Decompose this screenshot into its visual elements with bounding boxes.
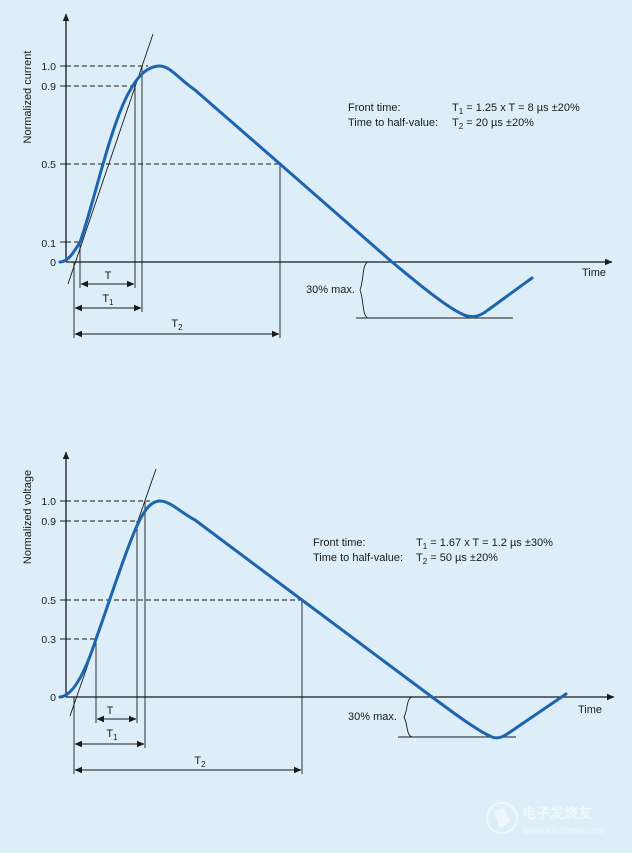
current-front-time-label: Front time: [348, 102, 401, 114]
current-span-T1-label: T1 [102, 293, 114, 307]
current-y-axis-label: Normalized current [22, 51, 34, 144]
current-front-time-value: T1 = 1.25 x T = 8 µs ±20% [452, 102, 580, 116]
watermark: 电子发烧友 www.elecfans.com [486, 802, 605, 837]
voltage-span-T2-label: T2 [194, 755, 206, 769]
voltage-half-time-label: Time to half-value: [313, 552, 403, 564]
voltage-chart: Normalized voltage Time 1.0 0.9 0.5 0.3 … [22, 451, 615, 774]
current-tick-label: 0.1 [41, 238, 56, 250]
voltage-front-time-value: T1 = 1.67 x T = 1.2 µs ±30% [416, 537, 553, 551]
voltage-front-time-label: Front time: [313, 537, 366, 549]
voltage-tick-label: 0.5 [41, 595, 56, 607]
voltage-y-axis-label: Normalized voltage [22, 470, 34, 564]
voltage-tick-label: 0.3 [41, 634, 56, 646]
voltage-waveform [58, 499, 568, 740]
current-undershoot-brace [359, 261, 369, 319]
voltage-tick-label: 1.0 [41, 496, 56, 508]
current-front-tangent [67, 33, 154, 285]
voltage-half-time-value: T2 = 50 µs ±20% [416, 552, 498, 566]
current-x-axis-label: Time [582, 267, 606, 279]
current-undershoot-label: 30% max. [306, 284, 355, 296]
current-span-T-label: T [105, 270, 112, 282]
watermark-url: www.elecfans.com [522, 826, 605, 837]
current-half-time-value: T2 = 20 µs ±20% [452, 117, 534, 131]
watermark-logo-mark [494, 808, 510, 828]
watermark-logo-icon [486, 802, 518, 834]
voltage-span-T-label: T [107, 705, 114, 717]
voltage-tick-label: 0 [50, 692, 56, 704]
voltage-x-axis-label: Time [578, 704, 602, 716]
voltage-tick-label: 0.9 [41, 516, 56, 528]
voltage-undershoot-label: 30% max. [348, 711, 397, 723]
voltage-span-T1-label: T1 [106, 728, 118, 742]
current-half-time-label: Time to half-value: [348, 117, 438, 129]
current-chart: Normalized current Time 1.0 0.9 0.5 0.1 … [22, 13, 613, 338]
voltage-undershoot-brace [403, 696, 413, 738]
current-span-T2-label: T2 [171, 318, 183, 332]
current-tick-label: 0 [50, 257, 56, 269]
current-waveform [58, 64, 534, 319]
current-tick-label: 0.5 [41, 159, 56, 171]
current-tick-label: 0.9 [41, 81, 56, 93]
watermark-brand: 电子发烧友 [522, 805, 592, 822]
current-tick-label: 1.0 [41, 61, 56, 73]
